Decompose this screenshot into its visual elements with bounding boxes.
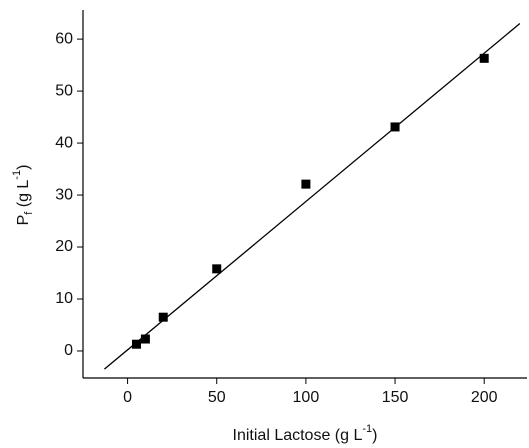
y-label-part: ) [15,165,32,170]
x-tick-label: 50 [208,389,226,406]
fit-line [103,23,521,370]
marker [140,334,150,344]
y-axis-label: Pf (g L-1) [11,165,35,226]
y-tick-label: 20 [55,238,73,255]
x-tick-label: 100 [293,389,320,406]
y-tick-label: 10 [55,290,73,307]
marker [301,179,311,189]
y-tick-label: 60 [55,30,73,47]
y-label-part: (g L [15,180,32,212]
marker [131,339,141,349]
y-tick-label: 30 [55,186,73,203]
y-tick-label: 40 [55,134,73,151]
x-tick-label: 200 [471,389,498,406]
x-label-sup: -1 [362,423,372,435]
x-tick-label: 0 [123,389,132,406]
x-axis-label: Initial Lactose (g L-1) [233,423,378,444]
marker [479,53,489,63]
x-tick-label: 150 [382,389,409,406]
y-label-sub: f [23,211,35,215]
y-label-sup: -1 [11,170,23,180]
y-tick-label: 50 [55,82,73,99]
x-label-part: Initial Lactose (g L [233,427,363,444]
x-label-part: ) [372,427,377,444]
marker [158,312,168,322]
marker [212,264,222,274]
y-label-part: P [15,215,32,226]
y-tick-label: 0 [64,342,73,359]
